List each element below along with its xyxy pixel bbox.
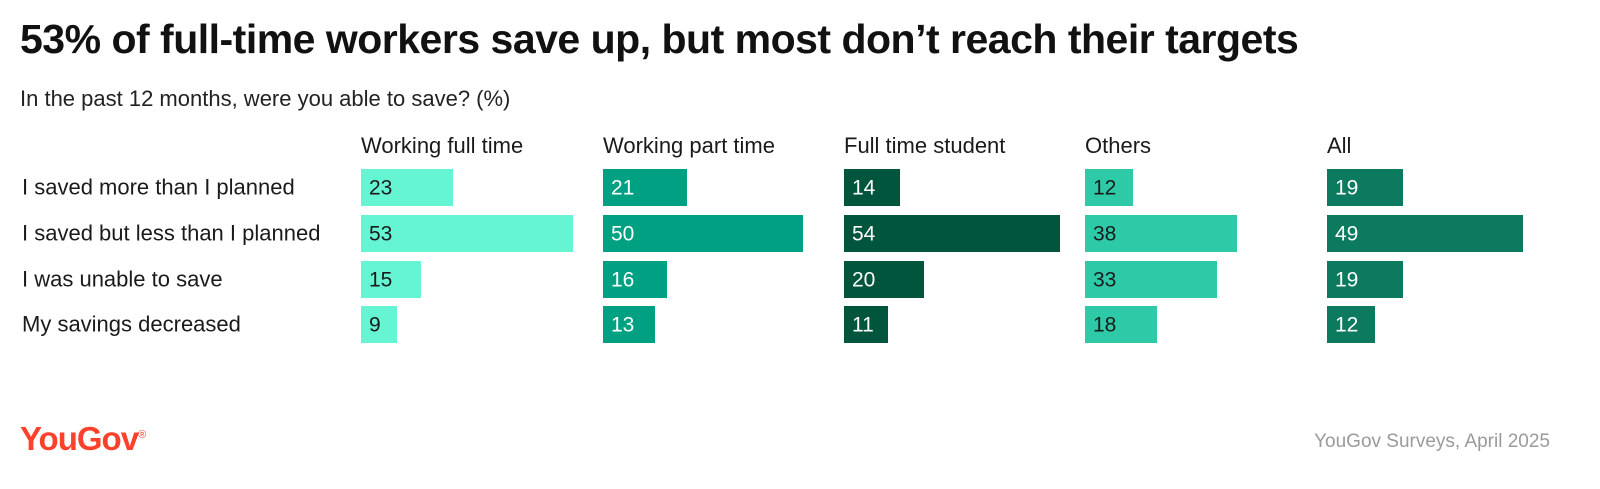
column-label: Working part time — [603, 133, 775, 158]
bar — [1327, 306, 1375, 343]
bar — [1085, 169, 1133, 206]
bar — [361, 261, 421, 298]
bar-value-label: 18 — [1093, 314, 1116, 337]
bar — [1085, 261, 1217, 298]
bar — [1327, 215, 1523, 252]
row-label: I was unable to save — [22, 267, 223, 292]
bar-value-label: 20 — [852, 269, 875, 292]
bar-value-label: 50 — [611, 223, 634, 246]
bar — [603, 261, 667, 298]
chart-subtitle: In the past 12 months, were you able to … — [20, 86, 511, 111]
bar-value-label: 23 — [369, 177, 392, 200]
bar-value-label: 12 — [1335, 314, 1358, 337]
chart-title: 53% of full-time workers save up, but mo… — [20, 16, 1299, 62]
bar — [603, 306, 655, 343]
bar-value-label: 12 — [1093, 177, 1116, 200]
bar-value-label: 38 — [1093, 223, 1116, 246]
bar-value-label: 21 — [611, 177, 634, 200]
bar — [1327, 169, 1403, 206]
bar-value-label: 54 — [852, 223, 876, 246]
bar — [844, 169, 900, 206]
row-label: I saved but less than I planned — [22, 221, 320, 246]
bar — [1085, 306, 1157, 343]
bar — [844, 306, 888, 343]
bar-value-label: 13 — [611, 314, 634, 337]
row-label: I saved more than I planned — [22, 175, 295, 200]
column-label: All — [1327, 133, 1351, 158]
bar-value-label: 16 — [611, 269, 634, 292]
bar-value-label: 11 — [852, 314, 874, 337]
bar — [361, 306, 397, 343]
bar-value-label: 9 — [369, 314, 381, 337]
bar-value-label: 19 — [1335, 177, 1358, 200]
row-label: My savings decreased — [22, 312, 241, 337]
bar — [1085, 215, 1237, 252]
bar-value-label: 53 — [369, 223, 392, 246]
bar — [1327, 261, 1403, 298]
bar-value-label: 49 — [1335, 223, 1358, 246]
bar-value-label: 14 — [852, 177, 876, 200]
bar — [603, 169, 687, 206]
column-label: Others — [1085, 133, 1151, 158]
bar-value-label: 15 — [369, 269, 392, 292]
bar — [603, 215, 803, 252]
bar-chart: I saved more than I planned I saved but l… — [22, 133, 1523, 343]
bar-value-label: 33 — [1093, 269, 1116, 292]
logo-text: YouGov — [20, 420, 139, 457]
bar — [361, 215, 573, 252]
registered-mark-icon: ® — [138, 429, 146, 441]
source-note: YouGov Surveys, April 2025 — [1314, 431, 1550, 452]
bar — [844, 215, 1060, 252]
yougov-logo: YouGov® — [20, 420, 146, 458]
bar-value-label: 19 — [1335, 269, 1358, 292]
column-label: Working full time — [361, 133, 523, 158]
column-label: Full time student — [844, 133, 1005, 158]
bar — [361, 169, 453, 206]
bar — [844, 261, 924, 298]
